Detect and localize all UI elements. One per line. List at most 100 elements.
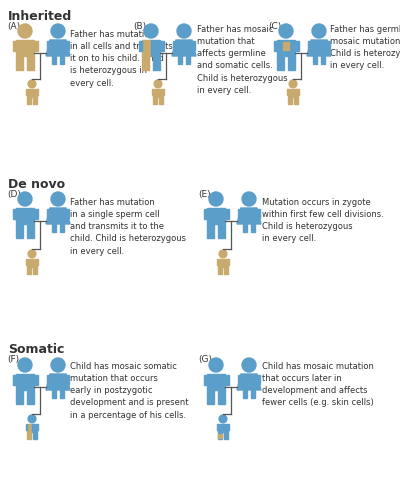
Bar: [207, 374, 225, 390]
Bar: [12, 209, 16, 219]
Bar: [186, 56, 190, 64]
Bar: [26, 89, 28, 94]
Text: Child has mosaic mutation
that occurs later in
development and affects
fewer cel: Child has mosaic mutation that occurs la…: [262, 362, 374, 408]
Bar: [52, 224, 56, 232]
Polygon shape: [237, 208, 261, 224]
Bar: [12, 41, 16, 51]
Text: (C): (C): [268, 22, 281, 31]
Bar: [34, 375, 38, 385]
Bar: [277, 56, 284, 70]
Polygon shape: [46, 374, 70, 390]
Bar: [159, 97, 162, 104]
Bar: [160, 41, 164, 51]
Bar: [217, 424, 218, 429]
Bar: [288, 56, 295, 70]
Bar: [228, 259, 229, 264]
Bar: [321, 56, 325, 64]
Bar: [52, 56, 56, 64]
Bar: [47, 41, 50, 50]
Bar: [28, 267, 31, 274]
Bar: [207, 208, 225, 224]
Bar: [243, 224, 247, 232]
Text: (E): (E): [198, 190, 211, 199]
Bar: [27, 390, 34, 404]
Bar: [34, 209, 38, 219]
Bar: [217, 259, 218, 264]
Text: Mutation occurs in zygote
within first few cell divisions.
Child is heterozygous: Mutation occurs in zygote within first f…: [262, 198, 384, 244]
Text: Father has germline
mosaic mutation.
Child is heterozygous
in every cell.: Father has germline mosaic mutation. Chi…: [330, 25, 400, 71]
Circle shape: [279, 24, 293, 38]
Bar: [218, 267, 222, 274]
Bar: [251, 390, 255, 398]
Bar: [52, 390, 56, 398]
Polygon shape: [307, 40, 331, 56]
Circle shape: [154, 80, 162, 88]
Bar: [274, 41, 277, 51]
Bar: [16, 390, 23, 404]
Circle shape: [18, 358, 32, 372]
Bar: [142, 56, 149, 70]
Bar: [294, 97, 298, 104]
Bar: [228, 424, 229, 429]
Bar: [27, 56, 34, 70]
Bar: [16, 208, 34, 224]
Bar: [238, 375, 241, 384]
Circle shape: [219, 250, 227, 258]
Bar: [287, 89, 288, 94]
Bar: [162, 89, 164, 94]
Bar: [60, 390, 64, 398]
Bar: [225, 209, 228, 219]
Bar: [218, 259, 228, 267]
Bar: [243, 390, 247, 398]
Text: Inherited: Inherited: [8, 10, 72, 23]
Text: (F): (F): [7, 355, 19, 364]
Circle shape: [242, 192, 256, 206]
Bar: [36, 424, 38, 429]
Text: (A): (A): [7, 22, 20, 31]
Bar: [313, 56, 317, 64]
Bar: [33, 267, 36, 274]
Bar: [204, 375, 207, 385]
Circle shape: [289, 80, 297, 88]
Polygon shape: [237, 374, 261, 390]
Bar: [36, 89, 38, 94]
Bar: [28, 89, 36, 97]
Bar: [238, 209, 241, 218]
Bar: [218, 224, 225, 238]
Bar: [251, 224, 255, 232]
Bar: [142, 40, 151, 56]
Bar: [34, 41, 38, 51]
Bar: [207, 390, 214, 404]
Bar: [204, 209, 207, 219]
Bar: [192, 41, 195, 50]
Bar: [154, 89, 162, 97]
Bar: [207, 224, 214, 238]
Bar: [32, 424, 36, 432]
Circle shape: [242, 358, 256, 372]
Bar: [47, 209, 50, 218]
Text: Father has mutation
in a single sperm cell
and transmits it to the
child. Child : Father has mutation in a single sperm ce…: [70, 198, 186, 255]
Bar: [16, 40, 34, 56]
Bar: [288, 97, 292, 104]
Bar: [151, 40, 160, 56]
Bar: [308, 41, 311, 50]
Bar: [283, 42, 289, 50]
Bar: [16, 224, 23, 238]
Bar: [178, 56, 182, 64]
Circle shape: [28, 80, 36, 88]
Bar: [218, 434, 222, 437]
Text: (D): (D): [7, 190, 21, 199]
Bar: [66, 209, 69, 218]
Bar: [218, 424, 228, 432]
Circle shape: [28, 415, 36, 423]
Bar: [16, 56, 23, 70]
Bar: [12, 375, 16, 385]
Circle shape: [209, 192, 223, 206]
Polygon shape: [46, 208, 70, 224]
Bar: [28, 97, 31, 104]
Text: (B): (B): [133, 22, 146, 31]
Bar: [295, 41, 298, 51]
Circle shape: [51, 192, 65, 206]
Bar: [26, 259, 28, 264]
Bar: [257, 209, 260, 218]
